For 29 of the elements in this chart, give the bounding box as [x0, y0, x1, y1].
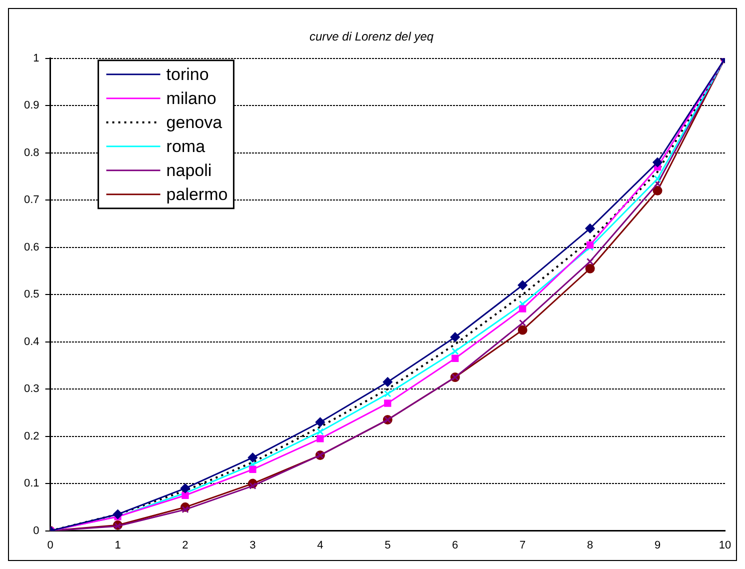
y-tick-label: 0.7 [24, 194, 40, 206]
chart-title: curve di Lorenz del yeq [309, 30, 434, 44]
legend-label: roma [166, 137, 206, 156]
legend-label: napoli [166, 161, 212, 180]
legend-label: milano [166, 89, 216, 108]
y-tick-label: 0.2 [24, 430, 40, 442]
y-tick-label: 1 [33, 52, 40, 64]
x-tick-label: 0 [47, 539, 54, 552]
legend-label: torino [166, 65, 209, 84]
legend-label: genova [166, 113, 223, 132]
y-tick-label: 0.4 [24, 336, 40, 348]
y-tick-label: 0.8 [24, 146, 40, 159]
x-tick-label: 9 [654, 539, 661, 552]
y-tick-label: 0.9 [24, 100, 40, 112]
y-tick-label: 0.3 [24, 383, 40, 396]
y-tick-label: 0.6 [24, 241, 40, 254]
x-tick-label: 2 [182, 539, 188, 552]
x-tick-label: 4 [317, 539, 324, 552]
y-tick-label: 0 [33, 524, 40, 537]
x-tick-label: 10 [718, 539, 732, 552]
y-tick-label: 0.1 [24, 478, 40, 490]
x-tick-label: 8 [586, 539, 594, 552]
y-tick-label: 0.5 [24, 288, 40, 301]
x-tick-label: 1 [114, 539, 121, 552]
legend-label: palermo [166, 185, 228, 204]
x-tick-label: 5 [384, 539, 391, 552]
x-tick-label: 6 [452, 539, 458, 552]
x-tick-label: 7 [520, 539, 526, 552]
x-tick-label: 3 [250, 539, 256, 552]
